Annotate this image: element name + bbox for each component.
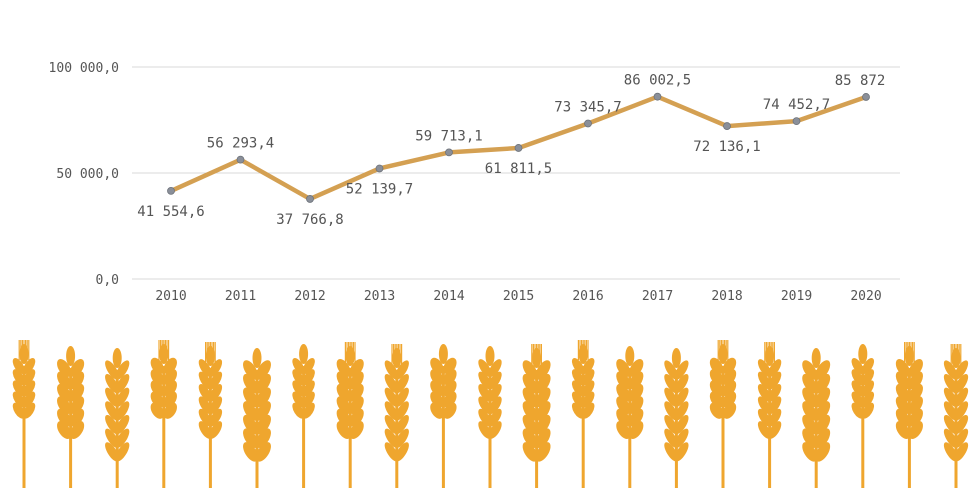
y-tick-label: 0,0 [96, 273, 119, 288]
y-tick-label: 50 000,0 [56, 167, 119, 182]
wheat-ear-icon [105, 348, 130, 488]
data-point [584, 119, 592, 128]
wheat-ear-icon [198, 342, 223, 488]
wheat-ear-icon [478, 346, 502, 488]
wheat-ear-icon [243, 348, 271, 488]
data-label: 85 872 [835, 73, 886, 89]
wheat-ear-icon [522, 344, 551, 488]
data-label: 72 136,1 [693, 139, 760, 155]
wheat-ear-icon [895, 342, 923, 488]
data-label: 59 713,1 [415, 128, 482, 144]
x-tick-label: 2019 [781, 289, 812, 304]
x-tick-label: 2018 [711, 289, 742, 304]
wheat-ear-icon [571, 340, 595, 488]
line-chart: 0,0 50 000,0 100 000,0 2010 2011 2012 2013 201… [49, 61, 900, 304]
data-point [167, 187, 175, 195]
y-axis: 0,0 50 000,0 100 000,0 [49, 61, 119, 288]
data-point [445, 148, 453, 157]
data-point [723, 122, 731, 130]
data-label: 52 139,7 [346, 181, 413, 197]
data-point [236, 155, 245, 164]
wheat-ear-icon [430, 344, 457, 488]
data-point [792, 117, 801, 126]
wheat-ear-icon [57, 346, 85, 488]
x-tick-label: 2012 [294, 289, 325, 304]
data-labels: 41 554,6 56 293,4 37 766,852 139,7 59 713,1… [137, 73, 885, 228]
x-tick-label: 2014 [433, 289, 464, 304]
data-point [375, 164, 384, 173]
data-label: 73 345,7 [554, 100, 621, 116]
y-tick-label: 100 000,0 [49, 61, 119, 76]
wheat-ear-icon [292, 344, 315, 488]
wheat-decoration [0, 338, 978, 488]
x-tick-label: 2010 [155, 289, 186, 304]
x-tick-label: 2020 [850, 289, 881, 304]
wheat-ear-icon [709, 340, 737, 488]
wheat-ear-icon [664, 348, 689, 488]
wheat-ear-icon [943, 344, 969, 488]
data-point [653, 92, 662, 101]
data-label: 61 811,5 [485, 161, 552, 177]
x-tick-label: 2011 [225, 289, 256, 304]
data-point [306, 195, 314, 203]
wheat-ear-icon [384, 344, 409, 488]
data-label: 41 554,6 [137, 204, 204, 220]
x-tick-label: 2015 [503, 289, 534, 304]
wheat-ear-icon [336, 342, 364, 488]
data-label: 37 766,8 [276, 212, 343, 228]
x-tick-label: 2017 [642, 289, 673, 304]
x-tick-label: 2013 [364, 289, 395, 304]
data-label: 86 002,5 [624, 73, 691, 89]
wheat-ear-icon [616, 346, 644, 488]
x-tick-label: 2016 [572, 289, 603, 304]
wheat-ear-icon [150, 340, 177, 488]
data-label: 56 293,4 [207, 136, 274, 152]
x-axis: 2010 2011 2012 2013 2014 2015 2016 2017 2018 2019… [155, 289, 881, 304]
wheat-row [12, 340, 969, 488]
wheat-ear-icon [851, 344, 875, 488]
wheat-ear-icon [12, 340, 36, 488]
wheat-ear-icon [802, 348, 831, 488]
wheat-ear-icon [757, 342, 782, 488]
data-label: 74 452,7 [763, 97, 830, 113]
series-layer [167, 92, 870, 203]
data-point [514, 144, 523, 152]
data-point [862, 93, 870, 101]
